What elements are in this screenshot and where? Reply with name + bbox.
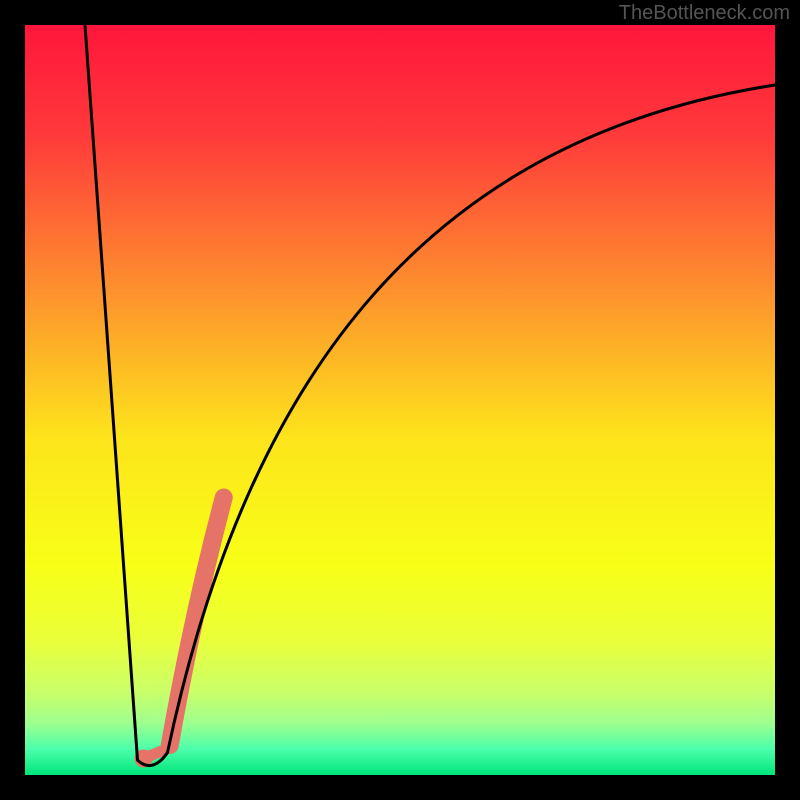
chart-svg <box>0 0 800 800</box>
bottleneck-chart: TheBottleneck.com <box>0 0 800 800</box>
gradient-background <box>25 25 775 775</box>
